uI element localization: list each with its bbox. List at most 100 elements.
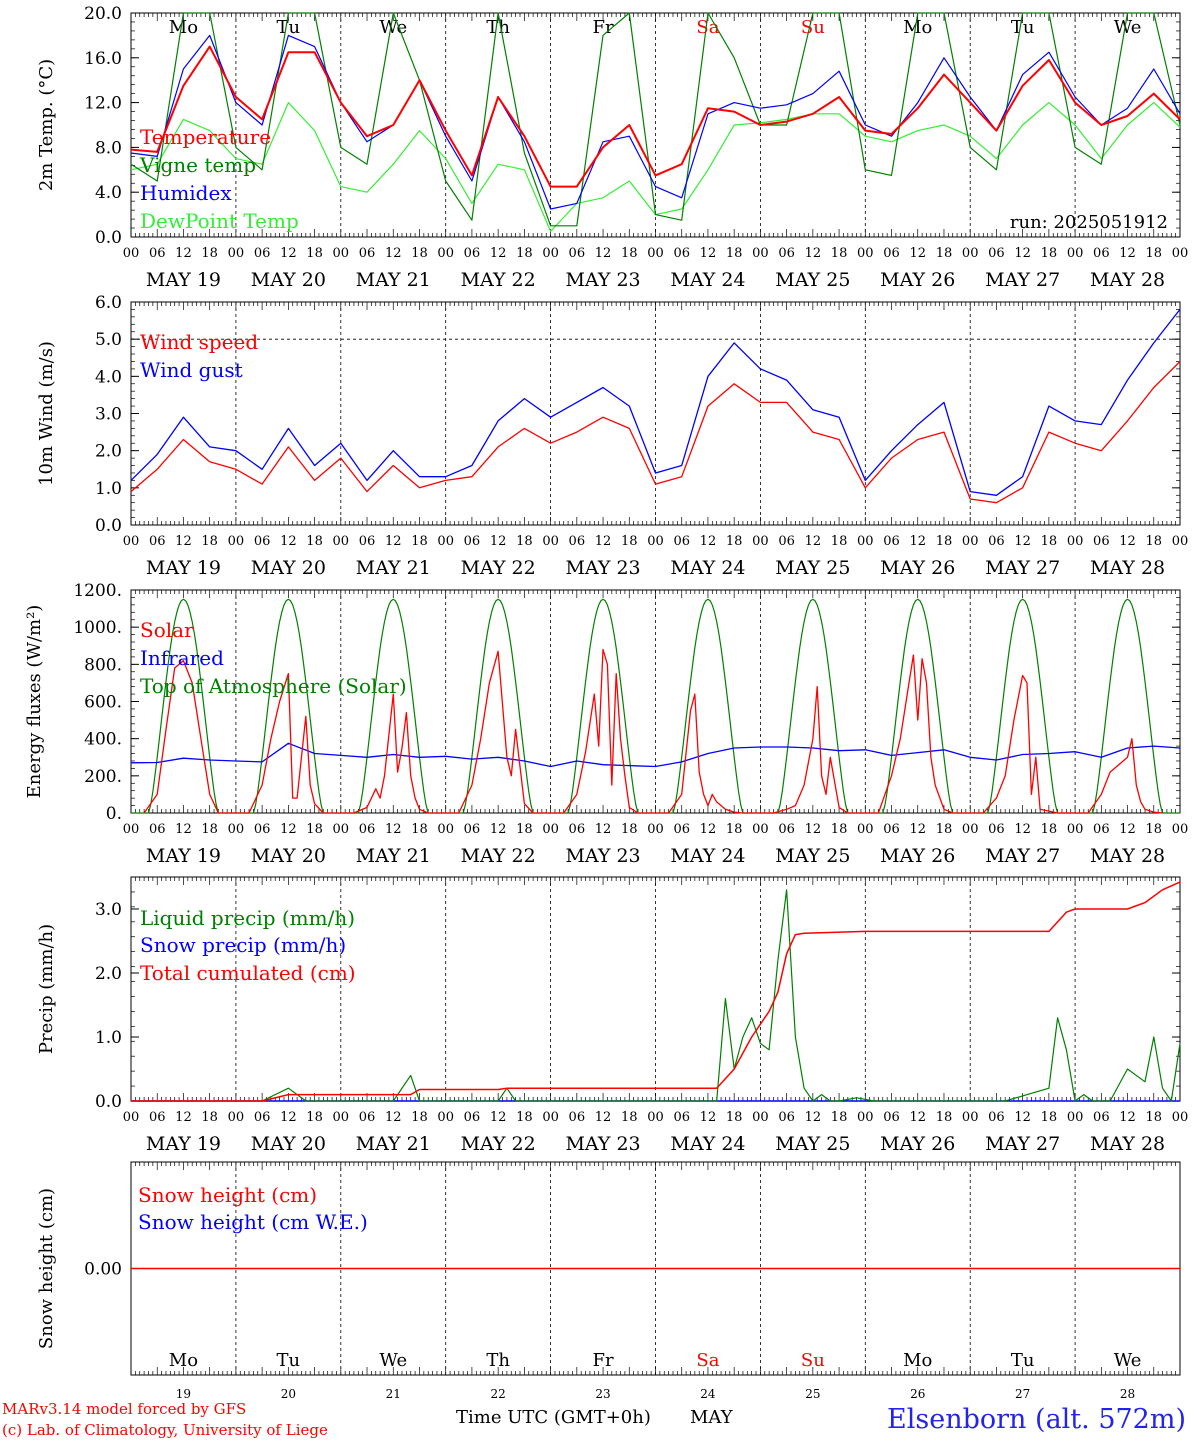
date-label: MAY 28 xyxy=(1090,269,1165,291)
y-tick-label: 1000. xyxy=(73,618,122,638)
hour-tick-label: 00 xyxy=(752,534,769,549)
hour-tick-label: 00 xyxy=(123,1110,140,1125)
hour-tick-label: 12 xyxy=(700,822,717,837)
hour-tick-label: 18 xyxy=(306,822,323,837)
y-axis-label: Energy fluxes (W/m²) xyxy=(24,605,45,799)
hour-tick-label: 06 xyxy=(778,822,795,837)
hour-tick-label: 06 xyxy=(569,1110,586,1125)
hour-tick-label: 06 xyxy=(988,822,1005,837)
date-label: MAY 21 xyxy=(356,845,431,867)
weekday-label: We xyxy=(1114,1350,1142,1371)
hour-tick-label: 06 xyxy=(673,1110,690,1125)
hour-tick-label: 06 xyxy=(1093,1110,1110,1125)
y-tick-label: 0.0 xyxy=(95,228,122,248)
hour-tick-label: 00 xyxy=(437,246,454,261)
weekday-label: Mo xyxy=(169,17,198,38)
hour-tick-label: 18 xyxy=(201,534,218,549)
weekday-label: Mo xyxy=(169,1350,198,1371)
legend-entry: Total cumulated (cm) xyxy=(140,961,356,985)
hour-tick-label: 00 xyxy=(437,534,454,549)
hour-tick-label: 00 xyxy=(542,822,559,837)
hour-tick-label: 18 xyxy=(1146,246,1163,261)
hour-tick-label: 00 xyxy=(962,534,979,549)
hour-tick-label: 12 xyxy=(1119,822,1136,837)
y-axis-label: Precip (mm/h) xyxy=(36,924,57,1054)
hour-tick-label: 00 xyxy=(1067,246,1084,261)
hour-tick-label: 00 xyxy=(857,822,874,837)
series-line-solar xyxy=(143,648,1163,814)
legend-entry: Snow height (cm) xyxy=(138,1183,317,1207)
date-label: MAY 26 xyxy=(880,557,955,579)
legend-entry: Wind gust xyxy=(140,358,243,382)
hour-tick-label: 12 xyxy=(490,246,507,261)
hour-tick-label: 06 xyxy=(149,822,166,837)
date-label: MAY 19 xyxy=(146,557,221,579)
weekday-label: Mo xyxy=(903,1350,932,1371)
hour-tick-label: 00 xyxy=(123,246,140,261)
hour-tick-label: 00 xyxy=(1067,534,1084,549)
hour-tick-label: 06 xyxy=(149,246,166,261)
date-label: MAY 28 xyxy=(1090,845,1165,867)
legend-entry: Solar xyxy=(140,618,194,642)
series-line-wind-gust xyxy=(130,308,1181,496)
hour-tick-label: 06 xyxy=(149,534,166,549)
date-label: MAY 19 xyxy=(146,1133,221,1155)
y-tick-label: 2.0 xyxy=(95,442,122,462)
hour-tick-label: 00 xyxy=(542,534,559,549)
hour-tick-label: 00 xyxy=(542,246,559,261)
hour-tick-label: 12 xyxy=(490,534,507,549)
date-label: MAY 20 xyxy=(251,1133,326,1155)
hour-tick-label: 06 xyxy=(254,1110,271,1125)
weekday-label: Mo xyxy=(903,17,932,38)
date-label: MAY 25 xyxy=(775,269,850,291)
hour-tick-label: 18 xyxy=(831,246,848,261)
hour-tick-label: 18 xyxy=(726,1110,743,1125)
hour-tick-label: 06 xyxy=(673,822,690,837)
series-line-infrared xyxy=(130,742,1181,768)
day-number-label: 28 xyxy=(1120,1387,1135,1401)
hour-tick-label: 06 xyxy=(464,246,481,261)
date-label: MAY 20 xyxy=(251,269,326,291)
hour-tick-label: 12 xyxy=(1014,246,1031,261)
y-tick-label: 6.0 xyxy=(95,293,122,313)
hour-tick-label: 00 xyxy=(542,1110,559,1125)
day-number-label: 22 xyxy=(491,1387,506,1401)
hour-tick-label: 12 xyxy=(280,822,297,837)
hour-tick-label: 18 xyxy=(831,1110,848,1125)
date-label: MAY 24 xyxy=(670,557,745,579)
hour-tick-label: 12 xyxy=(175,246,192,261)
hour-tick-label: 00 xyxy=(752,822,769,837)
date-label: MAY 25 xyxy=(775,1133,850,1155)
hour-tick-label: 12 xyxy=(805,822,822,837)
y-tick-label: 1200. xyxy=(73,581,122,601)
hour-tick-label: 00 xyxy=(857,1110,874,1125)
series-line-total-cumulated xyxy=(131,881,1181,1102)
hour-tick-label: 12 xyxy=(280,246,297,261)
hour-tick-label: 18 xyxy=(201,246,218,261)
legend-entry: DewPoint Temp xyxy=(140,209,299,233)
hour-tick-label: 18 xyxy=(936,534,953,549)
hour-tick-label: 12 xyxy=(280,1110,297,1125)
hour-tick-label: 06 xyxy=(988,534,1005,549)
hour-tick-label: 18 xyxy=(726,246,743,261)
weekday-label: Fr xyxy=(593,1350,614,1371)
hour-tick-label: 12 xyxy=(700,1110,717,1125)
station-name: Elsenborn (alt. 572m) xyxy=(887,1404,1186,1435)
hour-tick-label: 12 xyxy=(1119,534,1136,549)
day-number-label: 20 xyxy=(281,1387,296,1401)
hour-tick-label: 00 xyxy=(857,534,874,549)
y-tick-label: 0.00 xyxy=(84,1260,122,1280)
hour-tick-label: 06 xyxy=(359,246,376,261)
hour-tick-label: 00 xyxy=(1172,1110,1189,1125)
hour-tick-label: 12 xyxy=(1119,1110,1136,1125)
date-label: MAY 24 xyxy=(670,845,745,867)
panel-frame xyxy=(130,301,1181,526)
weekday-label: Fr xyxy=(593,17,614,38)
hour-tick-label: 00 xyxy=(333,246,350,261)
hour-tick-label: 00 xyxy=(437,1110,454,1125)
date-label: MAY 23 xyxy=(565,269,640,291)
y-tick-label: 0.0 xyxy=(95,1092,122,1112)
hour-tick-label: 06 xyxy=(778,246,795,261)
hour-tick-label: 00 xyxy=(647,246,664,261)
